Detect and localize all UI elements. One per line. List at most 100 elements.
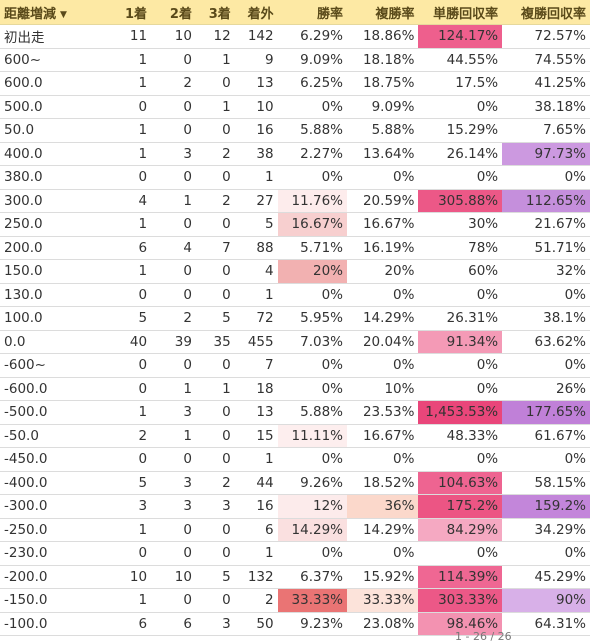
- table-cell: 88: [234, 236, 278, 260]
- column-header[interactable]: 複勝回収率: [502, 0, 590, 25]
- table-cell: 0%: [347, 353, 419, 378]
- table-cell: 78%: [418, 236, 503, 260]
- table-row: 50.0 1 0 0 16 5.88% 5.88% 15.29% 7.65%: [0, 118, 590, 143]
- table-cell: 14.29%: [277, 518, 347, 542]
- table-cell: 51.71%: [502, 236, 590, 260]
- table-cell: 5: [102, 471, 152, 495]
- table-cell: 18.18%: [347, 48, 419, 72]
- table-row: -200.0 10 10 5 132 6.37% 15.92% 114.39% 45.29%: [0, 565, 590, 589]
- table-cell: 64.31%: [502, 612, 590, 636]
- column-header[interactable]: 単勝回収率: [418, 0, 503, 25]
- table-cell: 1: [234, 165, 278, 190]
- table-cell: 10: [151, 565, 196, 589]
- table-cell: 0%: [418, 95, 503, 119]
- table-cell: 0%: [277, 353, 347, 378]
- row-label-cell: -100.0: [0, 612, 103, 636]
- table-cell: 1: [195, 95, 235, 119]
- table-cell: 72: [234, 306, 278, 331]
- table-cell: 1: [195, 377, 235, 401]
- table-cell: 0: [195, 283, 235, 307]
- table-cell: 15.92%: [347, 565, 419, 589]
- table-cell: 20.59%: [347, 189, 419, 213]
- table-cell: 1: [234, 541, 278, 566]
- table-row: 100.0 5 2 5 72 5.95% 14.29% 26.31% 38.1%: [0, 306, 590, 331]
- table-cell: 0: [151, 447, 196, 472]
- table-cell: 4: [234, 259, 278, 284]
- table-cell: 9.26%: [277, 471, 347, 495]
- table-cell: 13.64%: [347, 142, 419, 166]
- table-cell: 124.17%: [418, 24, 503, 49]
- table-cell: 0: [195, 588, 235, 613]
- table-cell: 114.39%: [418, 565, 503, 589]
- column-header[interactable]: 着外: [234, 0, 278, 25]
- table-cell: 15: [234, 424, 278, 448]
- column-header[interactable]: 2着: [151, 0, 196, 25]
- table-row: -600~ 0 0 0 7 0% 0% 0% 0%: [0, 353, 590, 378]
- table-cell: 3: [195, 612, 235, 636]
- table-cell: 0%: [418, 353, 503, 378]
- row-label-cell: 250.0: [0, 212, 103, 237]
- row-label-cell: 400.0: [0, 142, 103, 166]
- table-cell: 12%: [277, 494, 347, 519]
- table-cell: 0: [102, 447, 152, 472]
- table-cell: 1: [102, 259, 152, 284]
- column-header[interactable]: 1着: [102, 0, 152, 25]
- table-cell: 39: [151, 330, 196, 354]
- table-cell: 0%: [418, 377, 503, 401]
- table-cell: 5: [195, 565, 235, 589]
- table-cell: 0%: [347, 541, 419, 566]
- table-cell: 3: [102, 494, 152, 519]
- table-cell: 0%: [502, 165, 590, 190]
- column-header[interactable]: 勝率: [277, 0, 347, 25]
- table-cell: 13: [234, 400, 278, 425]
- table-cell: 5.88%: [277, 118, 347, 143]
- table-row: 0.0 40 39 35 455 7.03% 20.04% 91.34% 63.62%: [0, 330, 590, 354]
- table-cell: 35: [195, 330, 235, 354]
- table-cell: 1: [102, 142, 152, 166]
- table-cell: 16.19%: [347, 236, 419, 260]
- table-cell: 0%: [347, 447, 419, 472]
- row-label-cell: 150.0: [0, 259, 103, 284]
- table-cell: 0: [151, 165, 196, 190]
- table-cell: 97.73%: [502, 142, 590, 166]
- row-label-cell: 130.0: [0, 283, 103, 307]
- table-cell: 98.46%: [418, 612, 503, 636]
- table-cell: 0: [151, 48, 196, 72]
- row-label-cell: -600.0: [0, 377, 103, 401]
- table-cell: 0: [195, 353, 235, 378]
- table-cell: 7: [234, 353, 278, 378]
- column-header[interactable]: 3着: [195, 0, 235, 25]
- row-label-cell: -50.0: [0, 424, 103, 448]
- table-cell: 10: [102, 565, 152, 589]
- table-cell: 1: [102, 212, 152, 237]
- table-cell: 10%: [347, 377, 419, 401]
- table-cell: 0%: [277, 447, 347, 472]
- table-cell: 5.88%: [277, 400, 347, 425]
- table-cell: 0: [102, 353, 152, 378]
- table-cell: 21.67%: [502, 212, 590, 237]
- table-cell: 0: [195, 541, 235, 566]
- row-label-cell: 600.0: [0, 71, 103, 96]
- table-cell: 9.09%: [347, 95, 419, 119]
- table-cell: 2: [102, 424, 152, 448]
- table-row: -50.0 2 1 0 15 11.11% 16.67% 48.33% 61.67%: [0, 424, 590, 448]
- table-body: 初出走 11 10 12 142 6.29% 18.86% 124.17% 72.57% 600~…: [0, 24, 590, 636]
- column-header[interactable]: 複勝率: [347, 0, 419, 25]
- table-cell: 1: [102, 588, 152, 613]
- table-cell: 2: [195, 471, 235, 495]
- column-header-distance-change[interactable]: 距離増減 ▼: [0, 0, 103, 25]
- table-row: -400.0 5 3 2 44 9.26% 18.52% 104.63% 58.15%: [0, 471, 590, 495]
- table-cell: 0: [102, 283, 152, 307]
- table-cell: 177.65%: [502, 400, 590, 425]
- table-cell: 33.33%: [347, 588, 419, 613]
- table-cell: 0%: [418, 165, 503, 190]
- row-label-cell: 200.0: [0, 236, 103, 260]
- table-cell: 7: [195, 236, 235, 260]
- table-cell: 0: [195, 71, 235, 96]
- table-cell: 33.33%: [277, 588, 347, 613]
- row-label-cell: -450.0: [0, 447, 103, 472]
- caret-down-icon[interactable]: ▼: [60, 9, 67, 20]
- table-cell: 0: [151, 353, 196, 378]
- pager-text: 1 - 26 / 26: [455, 630, 512, 643]
- table-cell: 104.63%: [418, 471, 503, 495]
